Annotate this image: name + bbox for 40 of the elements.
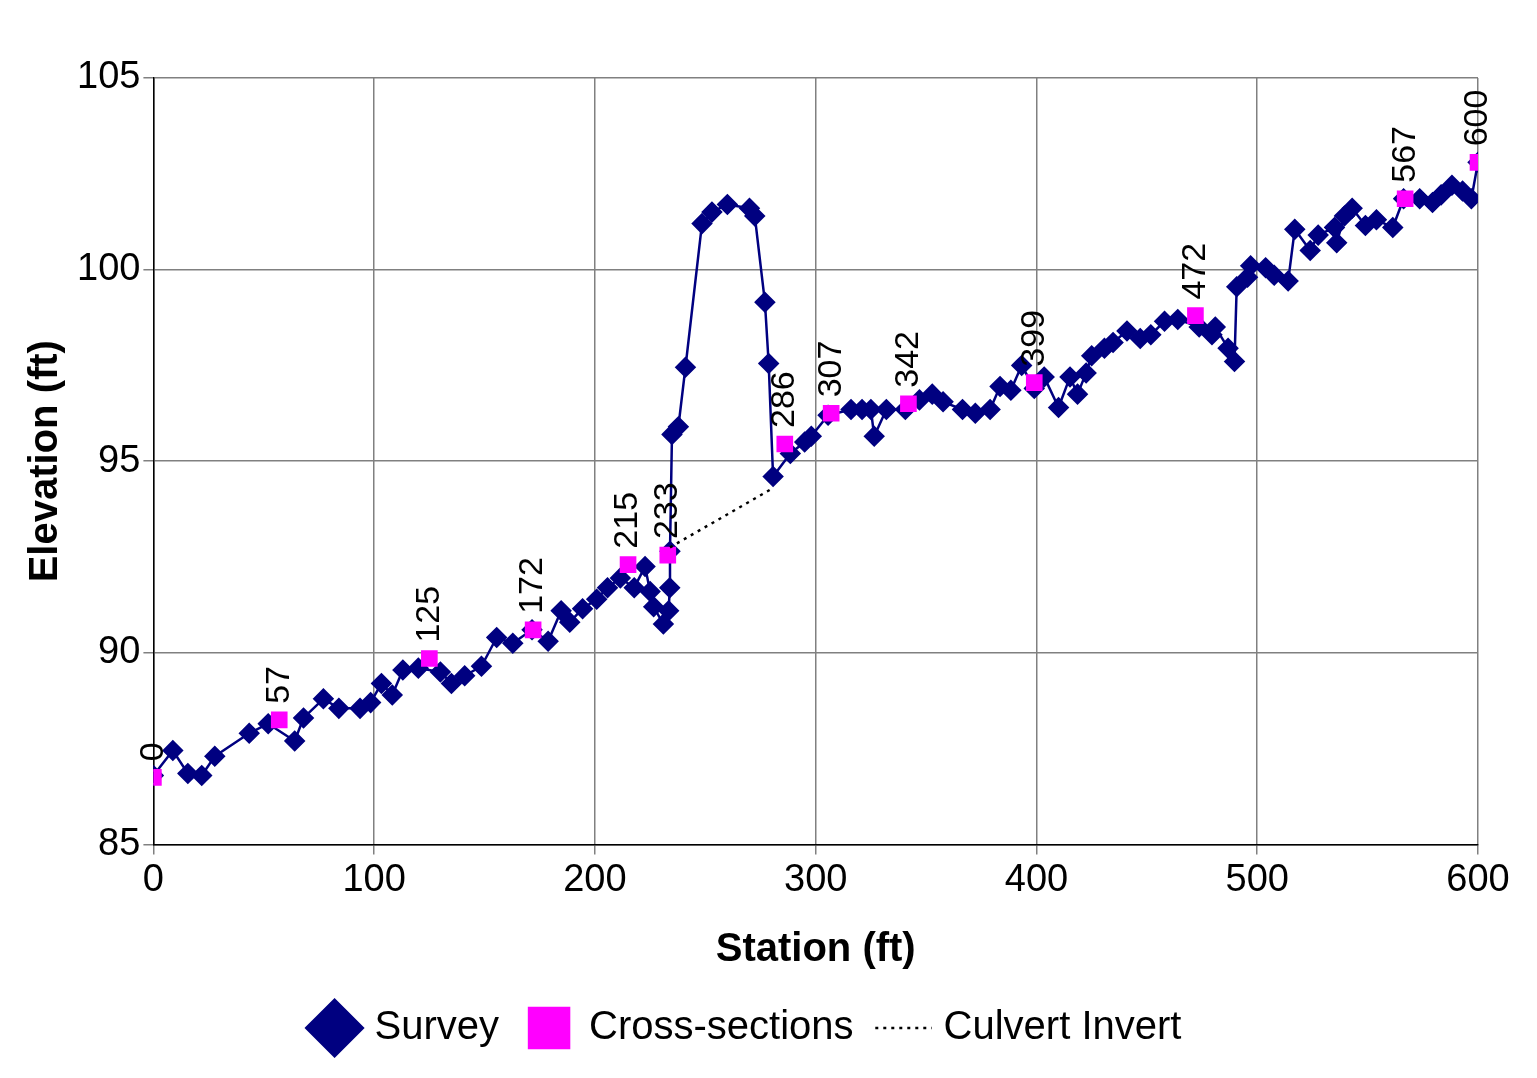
annotation: 600 xyxy=(1456,89,1495,147)
annotation: 307 xyxy=(809,340,848,398)
x-tick-label: 300 xyxy=(784,856,848,899)
y-tick-label: 105 xyxy=(77,54,141,97)
x-tick-label: 500 xyxy=(1225,856,1289,899)
x-tick-label: 200 xyxy=(563,856,627,899)
annotation: 342 xyxy=(886,330,925,388)
annotation: 233 xyxy=(646,482,685,540)
point xyxy=(1396,190,1414,208)
point xyxy=(900,395,917,413)
annotation: 399 xyxy=(1012,309,1051,367)
annotation: 567 xyxy=(1383,125,1422,183)
annotation: 172 xyxy=(511,557,550,614)
y-tick-label: 85 xyxy=(98,820,141,863)
point xyxy=(421,650,438,667)
point xyxy=(776,435,794,453)
point xyxy=(822,404,840,422)
point xyxy=(659,546,677,564)
x-tick-label: 100 xyxy=(342,856,406,899)
annotation: 125 xyxy=(407,585,446,643)
annotation: 57 xyxy=(257,666,296,704)
point xyxy=(1025,374,1043,391)
y-axis-title: Elevation (ft) xyxy=(21,340,66,583)
point xyxy=(1187,307,1204,324)
x-tick-label: 600 xyxy=(1446,856,1510,899)
legend-label: Survey xyxy=(374,1003,500,1048)
annotation: 0 xyxy=(131,742,170,762)
x-axis-title: Station (ft) xyxy=(715,925,916,970)
y-tick-label: 100 xyxy=(77,246,141,289)
annotation: 472 xyxy=(1173,242,1212,300)
legend-label: Culvert Invert xyxy=(943,1003,1182,1048)
y-tick-label: 95 xyxy=(98,437,141,480)
y-tick-label: 90 xyxy=(98,629,141,672)
x-tick-label: 400 xyxy=(1004,856,1069,899)
x-tick-label: 0 xyxy=(142,856,164,899)
point xyxy=(619,556,637,573)
point xyxy=(270,711,288,729)
legend-label: Cross-sections xyxy=(589,1003,854,1048)
annotation: 286 xyxy=(763,371,802,428)
annotation: 215 xyxy=(606,491,645,549)
